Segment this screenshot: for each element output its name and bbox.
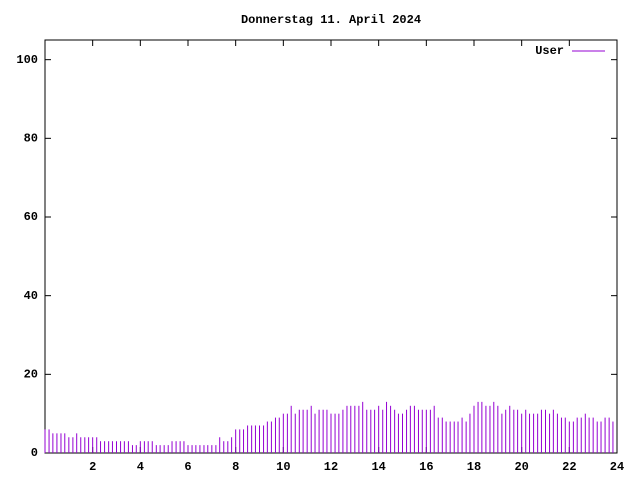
y-tick-label: 20: [24, 368, 38, 382]
x-tick-label: 12: [324, 460, 338, 474]
x-tick-label: 2: [89, 460, 96, 474]
plot-frame: [44, 39, 618, 454]
x-tick-label: 16: [419, 460, 433, 474]
y-tick-label: 60: [24, 210, 38, 224]
x-tick-label: 18: [467, 460, 481, 474]
legend-label: User: [535, 44, 564, 58]
y-tick-label: 0: [31, 446, 38, 460]
y-tick-label: 40: [24, 289, 38, 303]
x-tick-label: 6: [184, 460, 191, 474]
x-tick-label: 22: [562, 460, 576, 474]
x-tick-label: 24: [610, 460, 624, 474]
y-tick-label: 80: [24, 132, 38, 146]
x-tick-label: 14: [371, 460, 385, 474]
y-tick-label: 100: [16, 53, 38, 67]
x-tick-label: 10: [276, 460, 290, 474]
x-tick-label: 4: [137, 460, 144, 474]
chart-title: Donnerstag 11. April 2024: [241, 13, 421, 27]
x-tick-label: 20: [514, 460, 528, 474]
x-tick-label: 8: [232, 460, 239, 474]
